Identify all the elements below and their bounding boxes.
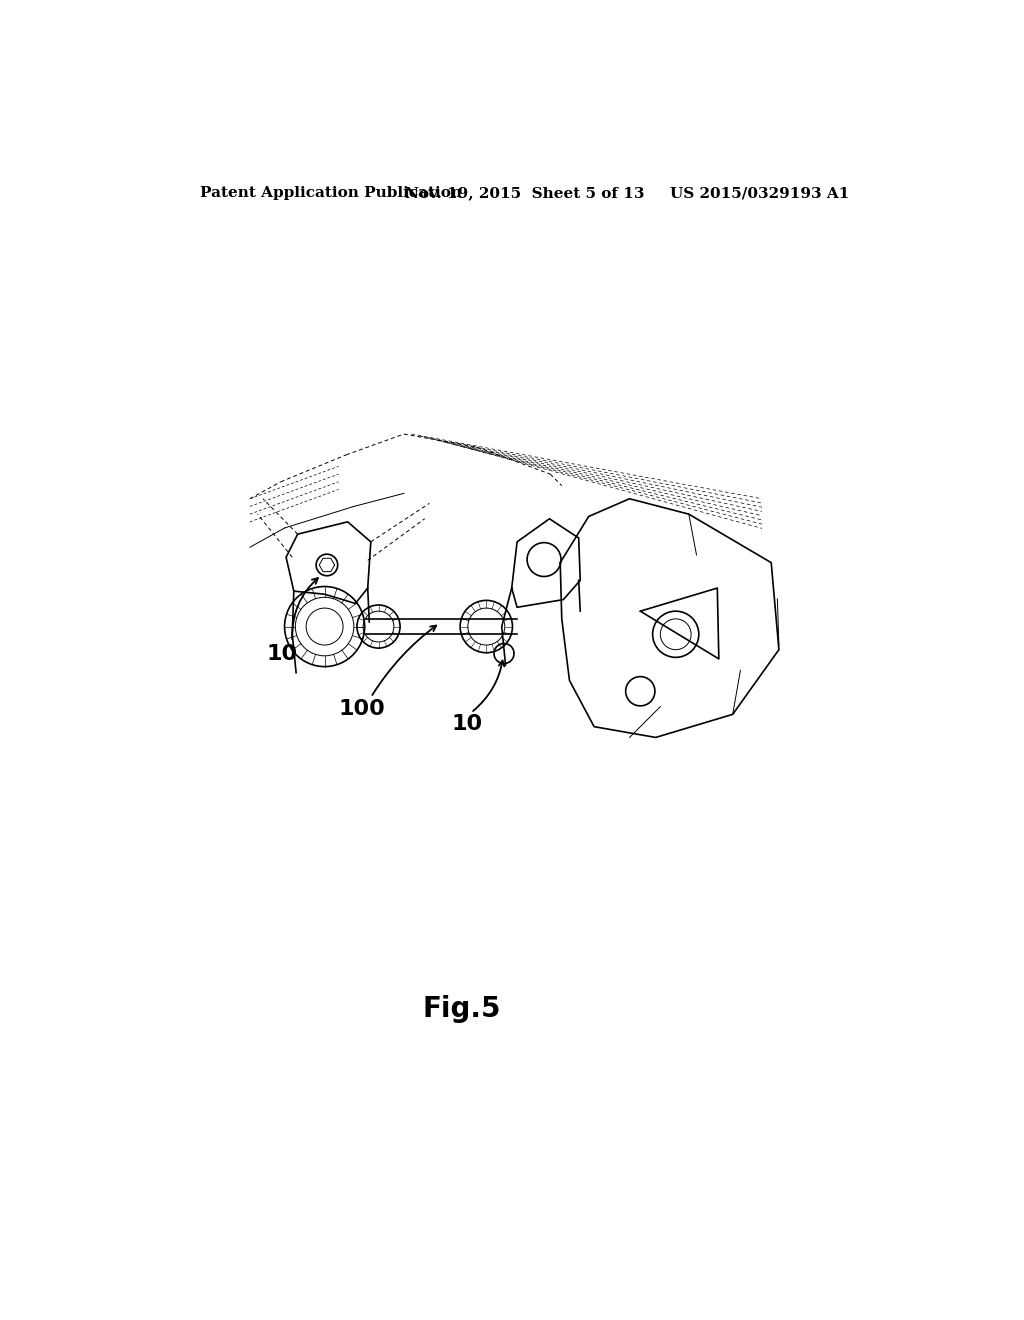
Text: Fig.5: Fig.5	[423, 995, 501, 1023]
Text: 100: 100	[338, 700, 385, 719]
Text: US 2015/0329193 A1: US 2015/0329193 A1	[671, 186, 850, 201]
Text: Patent Application Publication: Patent Application Publication	[200, 186, 462, 201]
Text: 10: 10	[266, 644, 298, 664]
Text: Nov. 19, 2015  Sheet 5 of 13: Nov. 19, 2015 Sheet 5 of 13	[406, 186, 644, 201]
Text: 10: 10	[452, 714, 482, 734]
